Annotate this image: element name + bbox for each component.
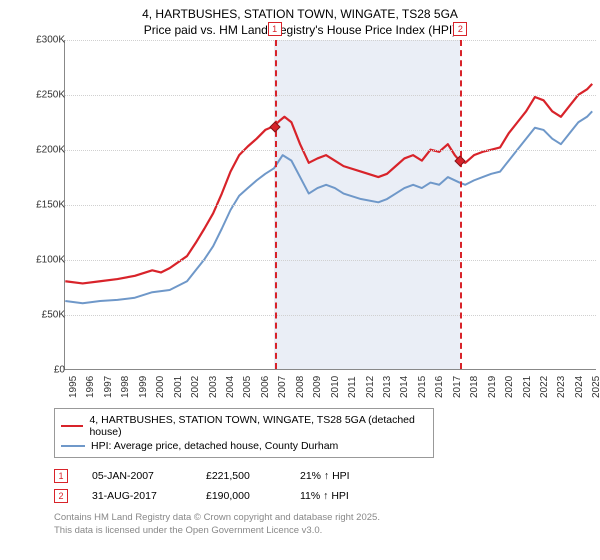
x-tick-label: 2016 [434,376,445,398]
gridline-y [65,150,596,151]
x-tick-label: 2013 [382,376,393,398]
x-tick-label: 2007 [277,376,288,398]
y-tick-label: £200K [35,145,65,156]
legend-item: HPI: Average price, detached house, Coun… [61,439,427,453]
x-tick-label: 2005 [242,376,253,398]
x-tick-label: 2012 [365,376,376,398]
event-pct: 11% ↑ HPI [300,490,380,502]
event-pct: 21% ↑ HPI [300,470,380,482]
x-tick-label: 2023 [556,376,567,398]
x-tick-label: 2006 [260,376,271,398]
plot-region: £0£50K£100K£150K£200K£250K£300K199519961… [64,40,596,370]
x-tick-label: 2021 [522,376,533,398]
events-table: 1 05-JAN-2007 £221,500 21% ↑ HPI 2 31-AU… [54,466,590,506]
x-tick-label: 2024 [574,376,585,398]
y-tick-label: £250K [35,90,65,101]
x-tick-label: 2010 [330,376,341,398]
legend-label: HPI: Average price, detached house, Coun… [91,440,338,452]
x-tick-label: 2015 [417,376,428,398]
y-tick-label: £0 [35,365,65,376]
event-price: £190,000 [206,490,276,502]
legend-box: 4, HARTBUSHES, STATION TOWN, WINGATE, TS… [54,408,434,458]
x-tick-label: 1995 [68,376,79,398]
gridline-y [65,95,596,96]
event-marker-box: 2 [453,22,467,36]
event-date: 31-AUG-2017 [92,490,182,502]
x-tick-label: 2009 [312,376,323,398]
event-row: 1 05-JAN-2007 £221,500 21% ↑ HPI [54,466,590,486]
x-tick-label: 2019 [487,376,498,398]
event-marker-box: 1 [54,469,68,483]
x-tick-label: 1997 [103,376,114,398]
y-tick-label: £150K [35,200,65,211]
x-tick-label: 2003 [208,376,219,398]
chart-area: £0£50K£100K£150K£200K£250K£300K199519961… [36,40,596,400]
series-line-property [65,84,592,284]
chart-container: 4, HARTBUSHES, STATION TOWN, WINGATE, TS… [0,0,600,560]
gridline-y [65,260,596,261]
x-tick-label: 2004 [225,376,236,398]
y-tick-label: £300K [35,35,65,46]
gridline-y [65,315,596,316]
footnote-line: This data is licensed under the Open Gov… [54,525,590,537]
series-line-hpi [65,112,592,304]
legend-swatch [61,425,83,427]
title-address: 4, HARTBUSHES, STATION TOWN, WINGATE, TS… [10,6,590,22]
x-tick-label: 2025 [591,376,600,398]
legend-swatch [61,445,85,447]
x-tick-label: 2018 [469,376,480,398]
footnote: Contains HM Land Registry data © Crown c… [54,512,590,537]
x-tick-label: 2002 [190,376,201,398]
x-tick-label: 2022 [539,376,550,398]
event-price: £221,500 [206,470,276,482]
footnote-line: Contains HM Land Registry data © Crown c… [54,512,590,524]
x-tick-label: 2014 [399,376,410,398]
event-vline [275,40,277,369]
event-marker-box: 1 [268,22,282,36]
event-marker-box: 2 [54,489,68,503]
event-row: 2 31-AUG-2017 £190,000 11% ↑ HPI [54,486,590,506]
event-vline [460,40,462,369]
gridline-y [65,205,596,206]
x-tick-label: 1999 [138,376,149,398]
y-tick-label: £100K [35,255,65,266]
x-tick-label: 2008 [295,376,306,398]
x-tick-label: 2001 [173,376,184,398]
chart-title-block: 4, HARTBUSHES, STATION TOWN, WINGATE, TS… [10,6,590,38]
x-tick-label: 1998 [120,376,131,398]
event-date: 05-JAN-2007 [92,470,182,482]
y-tick-label: £50K [35,310,65,321]
gridline-y [65,40,596,41]
legend-item: 4, HARTBUSHES, STATION TOWN, WINGATE, TS… [61,413,427,439]
x-tick-label: 2017 [452,376,463,398]
x-tick-label: 1996 [85,376,96,398]
x-tick-label: 2000 [155,376,166,398]
title-subtitle: Price paid vs. HM Land Registry's House … [10,22,590,38]
legend-label: 4, HARTBUSHES, STATION TOWN, WINGATE, TS… [89,414,427,438]
x-tick-label: 2011 [347,377,358,399]
x-tick-label: 2020 [504,376,515,398]
